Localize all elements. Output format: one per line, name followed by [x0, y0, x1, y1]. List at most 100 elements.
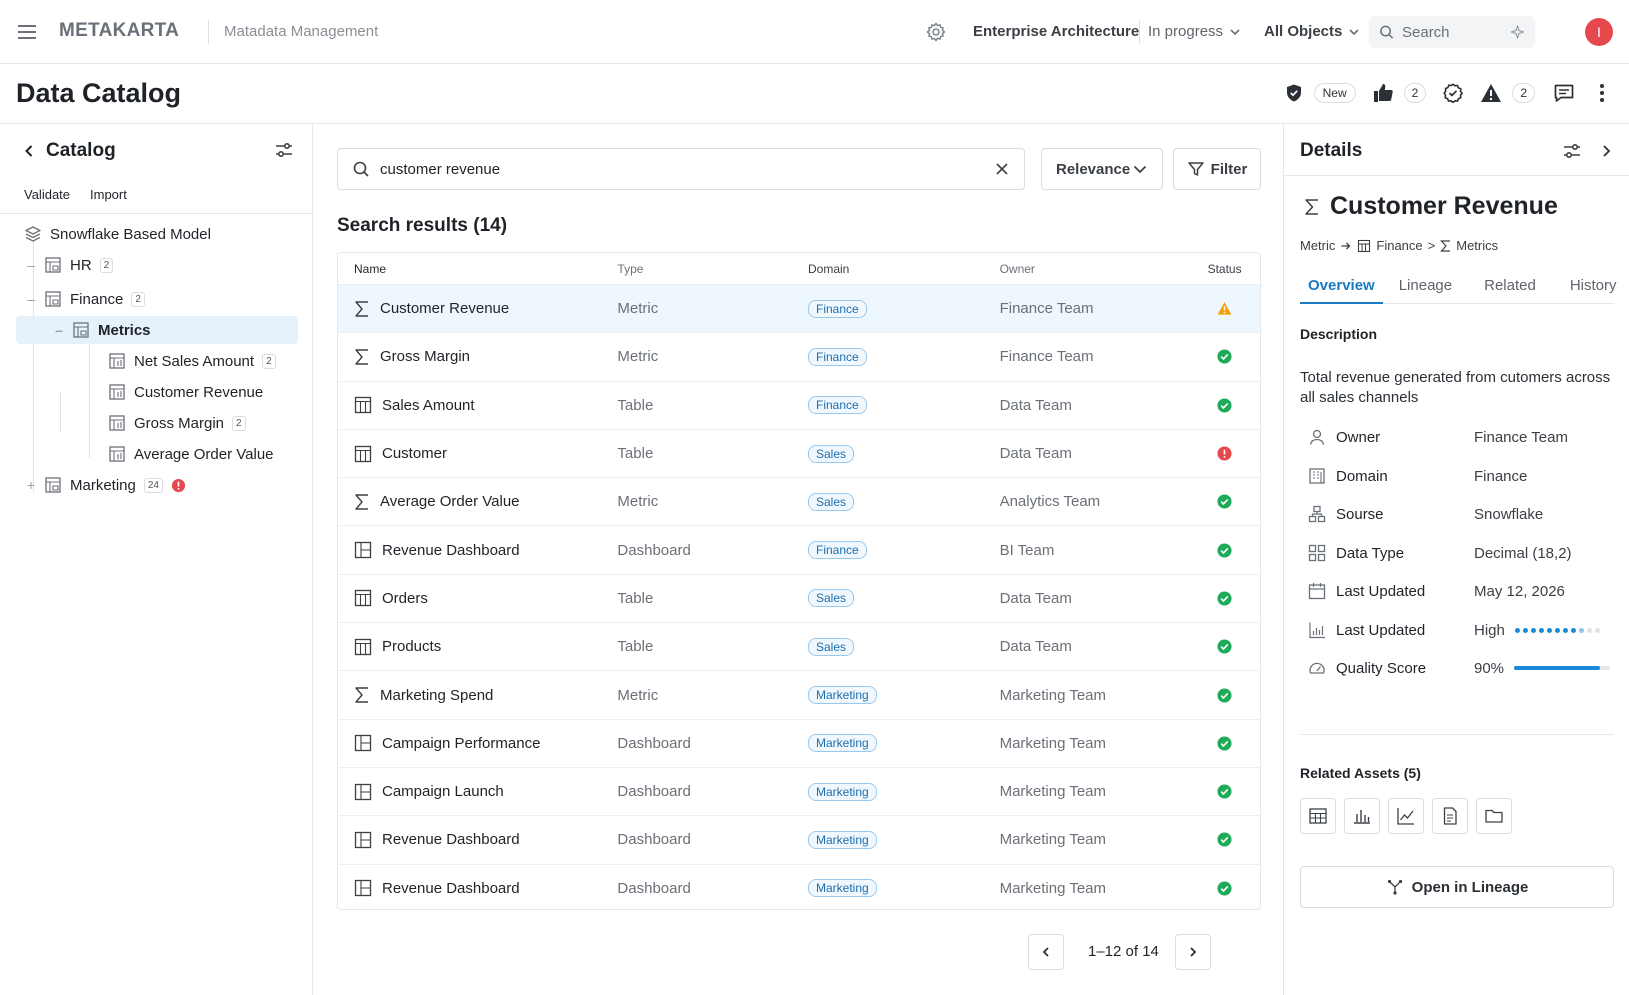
cell-owner: Data Team [999, 638, 1072, 656]
column-header-domain[interactable]: Domain [808, 261, 850, 276]
table-row[interactable]: Marketing Spend Metric Marketing Marketi… [338, 670, 1260, 718]
sort-dropdown[interactable]: Relevance [1041, 148, 1163, 190]
table-row[interactable]: Products Table Sales Data Team [338, 622, 1260, 670]
column-header-status[interactable]: Status [1207, 261, 1242, 276]
validate-button[interactable]: Validate [24, 187, 71, 202]
table-row[interactable]: Revenue Dashboard Dashboard Finance BI T… [338, 525, 1260, 573]
table-row[interactable]: Revenue Dashboard Dashboard Marketing Ma… [338, 815, 1260, 863]
global-search-input[interactable] [1402, 23, 1502, 41]
global-search[interactable] [1369, 16, 1535, 48]
table-row[interactable]: Campaign Launch Dashboard Marketing Mark… [338, 766, 1260, 815]
row-name: Average Order Value [380, 493, 520, 511]
tree-node-finance[interactable]: – Finance 2 [26, 285, 145, 313]
layers-icon [25, 226, 41, 242]
table-row[interactable]: Customer Revenue Metric Finance Finance … [338, 284, 1260, 333]
logo[interactable]: METAKARTA [59, 20, 179, 42]
status-badge[interactable]: New [1313, 83, 1356, 103]
property-key: Data Type [1336, 544, 1405, 562]
cell-status [1189, 832, 1260, 847]
clear-icon[interactable] [994, 161, 1010, 177]
tree-node-gross-margin[interactable]: Gross Margin 2 [108, 409, 246, 437]
collapse-panel-icon[interactable] [1600, 144, 1612, 158]
tree-node-metrics[interactable]: – Metrics [16, 316, 298, 344]
sliders-icon[interactable] [1562, 142, 1582, 160]
back-chevron-icon[interactable] [22, 144, 36, 158]
table-row[interactable]: Gross Margin Metric Finance Finance Team [338, 332, 1260, 380]
table-row[interactable]: Revenue Dashboard Dashboard Marketing Ma… [338, 863, 1260, 909]
catalog-sidebar: Catalog Validate Import Snowflake Based … [0, 124, 313, 995]
thumbs-up-icon[interactable] [1372, 82, 1394, 104]
row-name: Customer Revenue [380, 300, 510, 318]
sort-label: Relevance [1056, 160, 1131, 178]
column-header-type[interactable]: Type [617, 261, 644, 276]
expand-icon[interactable]: + [26, 477, 36, 493]
column-header-owner[interactable]: Owner [999, 261, 1035, 276]
cell-status [1189, 301, 1260, 316]
tree-node-customer-revenue[interactable]: Customer Revenue [108, 378, 263, 406]
column-header-name[interactable]: Name [354, 261, 387, 276]
prev-page-button[interactable] [1028, 934, 1064, 970]
related-asset-bar-chart[interactable] [1344, 798, 1380, 834]
tree-node-snowflake-model[interactable]: Snowflake Based Model [24, 220, 211, 248]
tab-lineage[interactable]: Lineage [1398, 277, 1453, 294]
table-row[interactable]: Campaign Performance Dashboard Marketing… [338, 718, 1260, 767]
check-circle-icon[interactable] [1442, 82, 1464, 104]
sparkle-icon[interactable] [1510, 24, 1525, 40]
import-button[interactable]: Import [90, 187, 127, 202]
gear-icon[interactable] [925, 21, 947, 43]
related-asset-document[interactable] [1432, 798, 1468, 834]
tree-node-marketing[interactable]: + Marketing 24 [26, 471, 186, 499]
divider [0, 213, 313, 214]
collapse-icon[interactable]: – [27, 291, 35, 307]
domain-pill: Finance [808, 396, 867, 415]
related-asset-line-chart[interactable] [1388, 798, 1424, 834]
objects-label: All Objects [1264, 23, 1343, 40]
open-in-lineage-button[interactable]: Open in Lineage [1300, 866, 1614, 908]
collapse-icon[interactable]: – [55, 322, 63, 338]
related-asset-table[interactable] [1300, 798, 1336, 834]
warning-icon[interactable] [1480, 82, 1502, 104]
catalog-search[interactable] [337, 148, 1025, 190]
domain-pill: Finance [808, 541, 867, 560]
workspace-name[interactable]: Enterprise Architecture [973, 23, 1140, 40]
level-indicator [1514, 627, 1600, 633]
divider [1284, 175, 1629, 176]
tab-history[interactable]: History [1569, 277, 1617, 294]
tree-node-average-order-value[interactable]: Average Order Value [108, 440, 274, 468]
table-row[interactable]: Average Order Value Metric Sales Analyti… [338, 477, 1260, 525]
tab-related[interactable]: Related [1484, 277, 1536, 294]
row-name: Revenue Dashboard [382, 831, 520, 849]
tree-node-hr[interactable]: – HR 2 [26, 251, 114, 279]
tree-node-net-sales-amount[interactable]: Net Sales Amount 2 [108, 347, 276, 375]
property-row: Quality Score 90% [1308, 656, 1618, 680]
cell-status [1189, 591, 1260, 606]
avatar[interactable]: I [1585, 18, 1613, 46]
domain-pill: Finance [808, 347, 867, 366]
table-row[interactable]: Sales Amount Table Finance Data Team [338, 380, 1260, 429]
filter-button[interactable]: Filter [1173, 148, 1261, 190]
kebab-icon[interactable] [1599, 83, 1605, 103]
breadcrumb-item[interactable]: Metrics [1456, 238, 1499, 253]
objects-dropdown[interactable]: All Objects [1264, 23, 1360, 40]
menu-icon[interactable] [16, 21, 38, 43]
catalog-search-input[interactable] [380, 160, 984, 178]
metric-table-icon [109, 353, 125, 369]
state-dropdown[interactable]: In progress [1148, 23, 1241, 40]
level-dot [1554, 627, 1560, 633]
cell-domain: Sales [808, 444, 1000, 463]
collapse-icon[interactable]: – [27, 257, 35, 273]
comment-icon[interactable] [1553, 82, 1575, 104]
tab-overview[interactable]: Overview [1300, 274, 1383, 304]
sliders-icon[interactable] [274, 141, 294, 159]
property-row: Last Updated High [1308, 618, 1618, 642]
table-row[interactable]: Customer Table Sales Data Team [338, 428, 1260, 477]
cell-domain: Sales [808, 492, 1000, 511]
cell-domain: Marketing [808, 782, 1000, 801]
related-asset-folder[interactable] [1476, 798, 1512, 834]
breadcrumb-item[interactable]: Metric [1300, 238, 1336, 253]
table-row[interactable]: Orders Table Sales Data Team [338, 573, 1260, 622]
dashboard-icon [354, 783, 372, 801]
cell-domain: Marketing [808, 734, 1000, 753]
next-page-button[interactable] [1175, 934, 1211, 970]
breadcrumb-item[interactable]: Finance [1376, 238, 1423, 253]
